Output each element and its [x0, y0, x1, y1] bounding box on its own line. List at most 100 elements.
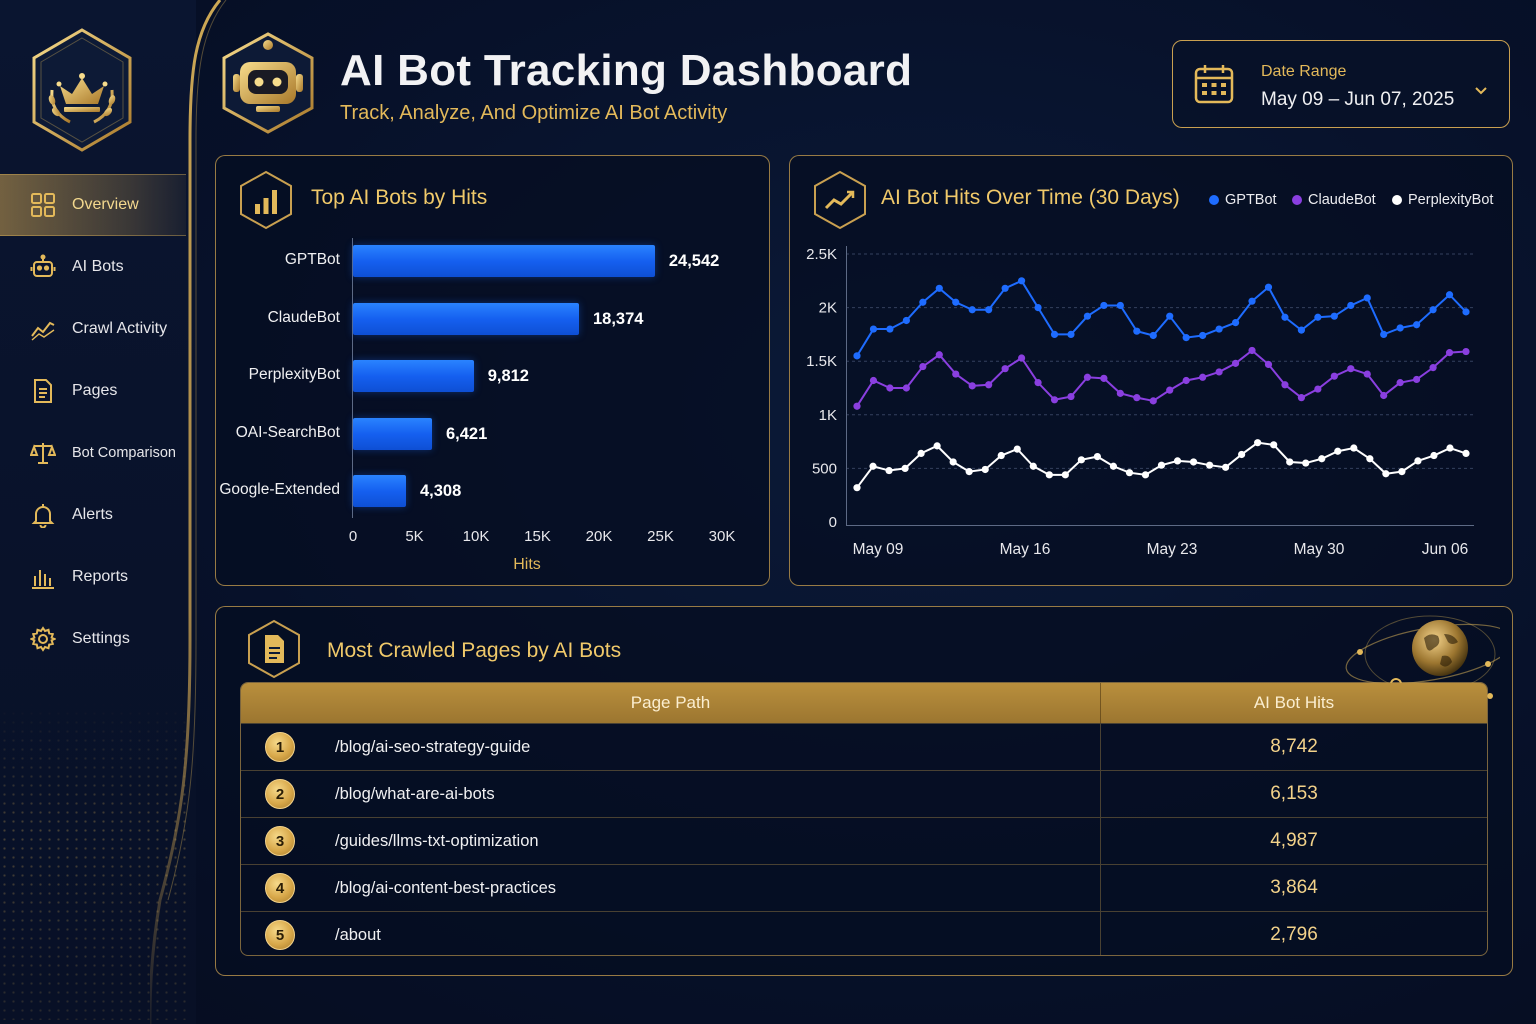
bar-category-label: ClaudeBot [267, 308, 340, 326]
bar-chart-icon [32, 570, 54, 589]
sidebar-item-label: Pages [72, 382, 118, 399]
bar-value-label: 9,812 [487, 367, 529, 385]
table-row[interactable]: 4 /blog/ai-content-best-practices 3,864 [241, 864, 1487, 911]
table-row[interactable]: 3 /guides/llms-txt-optimization 4,987 [241, 817, 1487, 864]
table-cell-path: 3 /guides/llms-txt-optimization [241, 818, 1101, 864]
document-hex-icon [248, 619, 300, 679]
chevron-down-icon [1475, 87, 1487, 95]
sidebar-item-overview[interactable]: Overview [0, 174, 186, 236]
date-range-picker[interactable]: Date Range May 09 – Jun 07, 2025 [1172, 40, 1510, 128]
table-cell-path: 4 /blog/ai-content-best-practices [241, 865, 1101, 911]
bar-google-extended [353, 475, 406, 507]
scale-icon [30, 443, 56, 464]
sidebar-item-label: Settings [72, 630, 130, 647]
legend-gptbot: GPTBot [1209, 192, 1277, 208]
bar-claudebot [353, 302, 579, 335]
column-header-hits[interactable]: AI Bot Hits [1253, 693, 1335, 712]
sidebar-item-label: Crawl Activity [72, 320, 168, 337]
sidebar-item-label: Bot Comparison [72, 445, 176, 461]
sidebar-item-label: Overview [72, 196, 139, 213]
rank-badge: 1 [265, 732, 295, 762]
sidebar-item-ai-bots[interactable]: AI Bots [0, 236, 186, 298]
page-hits: 6,153 [1270, 783, 1318, 804]
sidebar-item-bot-comparison[interactable]: Bot Comparison [0, 422, 186, 484]
x-tick-label: 30K [708, 528, 736, 545]
date-range-value: May 09 – Jun 07, 2025 [1261, 89, 1455, 110]
x-tick-label: 0 [348, 528, 358, 545]
page-hits: 2,796 [1270, 924, 1318, 945]
table-cell-path: 5 /about [241, 912, 1101, 955]
calendar-icon [1194, 65, 1234, 104]
sidebar-item-label: Alerts [72, 506, 113, 523]
sidebar-item-label: AI Bots [72, 258, 124, 275]
panel-title: Most Crawled Pages by AI Bots [327, 639, 622, 662]
legend-label: GPTBot [1225, 192, 1277, 208]
rank-badge: 4 [265, 873, 295, 903]
page-path: /blog/what-are-ai-bots [335, 784, 495, 803]
legend-swatch [1209, 195, 1219, 205]
x-tick-label: 20K [585, 528, 613, 545]
legend-label: PerplexityBot [1408, 192, 1494, 208]
bar-value-label: 4,308 [419, 482, 462, 500]
panel-title: AI Bot Hits Over Time (30 Days) [881, 186, 1180, 209]
legend-swatch [1392, 195, 1402, 205]
x-tick-label: 15K [524, 528, 551, 545]
crawled-pages-panel: Most Crawled Pages by AI Bots [215, 606, 1513, 976]
bar-value-label: 18,374 [593, 309, 644, 328]
sidebar-nav: Overview AI Bots Crawl Activity Pages [0, 174, 186, 670]
table-cell-path: 1 /blog/ai-seo-strategy-guide [241, 724, 1101, 770]
table-row[interactable]: 1 /blog/ai-seo-strategy-guide 8,742 [241, 723, 1487, 770]
crown-logo-icon [32, 28, 132, 152]
legend-perplexitybot: PerplexityBot [1392, 192, 1493, 208]
legend-claudebot: ClaudeBot [1292, 192, 1376, 208]
crawled-pages-table: Page Path AI Bot Hits 1 /blog/ai-seo-str… [240, 682, 1488, 956]
bar-category-label: Google-Extended [219, 481, 340, 498]
trend-hex-icon [814, 170, 866, 230]
gear-icon [30, 626, 56, 652]
bar-oai-searchbot [353, 417, 432, 450]
table-cell-path: 2 /blog/what-are-ai-bots [241, 771, 1101, 817]
bar-value-label: 6,421 [445, 424, 488, 443]
sidebar-dot-pattern [0, 700, 190, 1020]
x-tick-label: 5K [405, 528, 424, 545]
x-tick-label: 10K [462, 528, 490, 545]
table-row[interactable]: 5 /about 2,796 [241, 911, 1487, 955]
table-row[interactable]: 2 /blog/what-are-ai-bots 6,153 [241, 770, 1487, 817]
x-tick-label: 25K [647, 528, 674, 545]
column-header-page-path[interactable]: Page Path [241, 683, 1101, 723]
sidebar-item-label: Reports [72, 568, 129, 585]
bar-category-label: OAI-SearchBot [235, 423, 340, 441]
legend-swatch [1292, 195, 1302, 205]
page-path: /about [335, 925, 381, 944]
sidebar-item-settings[interactable]: Settings [0, 608, 186, 670]
page-path: /blog/ai-content-best-practices [335, 878, 557, 897]
page-hits: 3,864 [1270, 877, 1318, 898]
page-path: /guides/llms-txt-optimization [335, 831, 539, 850]
grid-icon [31, 193, 55, 217]
page-subtitle: Track, Analyze, And Optimize AI Bot Acti… [340, 102, 728, 124]
document-icon [34, 379, 52, 403]
table-header: Page Path AI Bot Hits [241, 683, 1487, 723]
page-hits: 4,987 [1270, 830, 1318, 851]
sidebar-item-alerts[interactable]: Alerts [0, 484, 186, 546]
sidebar-item-crawl-activity[interactable]: Crawl Activity [0, 298, 186, 360]
page-path: /blog/ai-seo-strategy-guide [335, 737, 531, 756]
sidebar-item-pages[interactable]: Pages [0, 360, 186, 422]
panel-title: Top AI Bots by Hits [311, 186, 488, 209]
page-title: AI Bot Tracking Dashboard [340, 46, 913, 95]
top-bots-panel: Top AI Bots by Hits [215, 155, 770, 586]
rank-badge: 3 [265, 826, 295, 856]
date-range-label: Date Range [1261, 63, 1347, 80]
trend-icon [31, 321, 55, 341]
page-hits: 8,742 [1270, 736, 1318, 757]
bar-perplexitybot [353, 360, 474, 392]
rank-badge: 5 [265, 920, 295, 950]
bar-chart-hex-icon [240, 170, 292, 230]
rank-badge: 2 [265, 779, 295, 809]
sidebar-item-reports[interactable]: Reports [0, 546, 186, 608]
hits-over-time-panel: AI Bot Hits Over Time (30 Days) GPTBot C… [789, 155, 1513, 586]
robot-hex-icon [222, 32, 314, 134]
robot-icon [30, 254, 56, 277]
bar-category-label: PerplexityBot [248, 366, 340, 383]
bell-icon [31, 504, 55, 528]
